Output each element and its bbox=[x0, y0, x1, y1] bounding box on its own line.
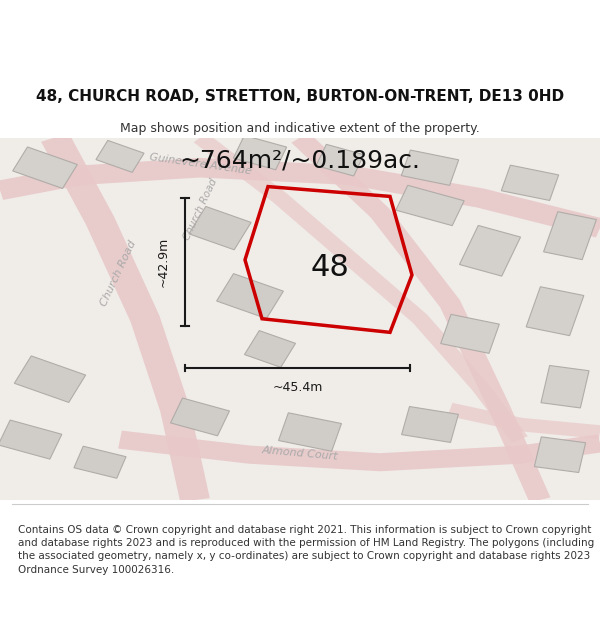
Polygon shape bbox=[96, 141, 144, 172]
Polygon shape bbox=[14, 356, 86, 402]
Polygon shape bbox=[0, 158, 600, 238]
Polygon shape bbox=[526, 287, 584, 336]
Polygon shape bbox=[401, 406, 458, 442]
Polygon shape bbox=[13, 147, 77, 189]
Text: Map shows position and indicative extent of the property.: Map shows position and indicative extent… bbox=[120, 122, 480, 134]
Text: Church Road: Church Road bbox=[98, 239, 137, 308]
Text: ~42.9m: ~42.9m bbox=[157, 237, 170, 288]
Polygon shape bbox=[396, 185, 464, 226]
Polygon shape bbox=[233, 136, 287, 170]
Text: Almond Court: Almond Court bbox=[262, 445, 338, 461]
Polygon shape bbox=[316, 144, 364, 176]
Text: Contains OS data © Crown copyright and database right 2021. This information is : Contains OS data © Crown copyright and d… bbox=[18, 525, 594, 574]
Polygon shape bbox=[292, 132, 550, 503]
Polygon shape bbox=[194, 132, 528, 443]
Polygon shape bbox=[244, 331, 296, 367]
Polygon shape bbox=[440, 314, 499, 353]
Text: 48, CHURCH ROAD, STRETTON, BURTON-ON-TRENT, DE13 0HD: 48, CHURCH ROAD, STRETTON, BURTON-ON-TRE… bbox=[36, 89, 564, 104]
Polygon shape bbox=[0, 420, 62, 459]
Text: Guinevere Avenue: Guinevere Avenue bbox=[148, 152, 252, 176]
Text: Church Road: Church Road bbox=[181, 177, 218, 242]
Polygon shape bbox=[189, 206, 251, 250]
Polygon shape bbox=[278, 412, 341, 451]
Polygon shape bbox=[74, 446, 126, 478]
Polygon shape bbox=[217, 274, 283, 319]
Polygon shape bbox=[118, 431, 600, 471]
Text: ~45.4m: ~45.4m bbox=[272, 381, 323, 394]
Polygon shape bbox=[401, 150, 458, 186]
Polygon shape bbox=[460, 226, 521, 276]
Polygon shape bbox=[41, 133, 210, 502]
Polygon shape bbox=[170, 398, 229, 436]
Text: 48: 48 bbox=[311, 253, 349, 282]
Polygon shape bbox=[535, 437, 586, 472]
Polygon shape bbox=[502, 165, 559, 201]
Polygon shape bbox=[544, 212, 596, 259]
Polygon shape bbox=[448, 403, 600, 439]
Text: ~764m²/~0.189ac.: ~764m²/~0.189ac. bbox=[179, 148, 421, 172]
Polygon shape bbox=[541, 366, 589, 408]
